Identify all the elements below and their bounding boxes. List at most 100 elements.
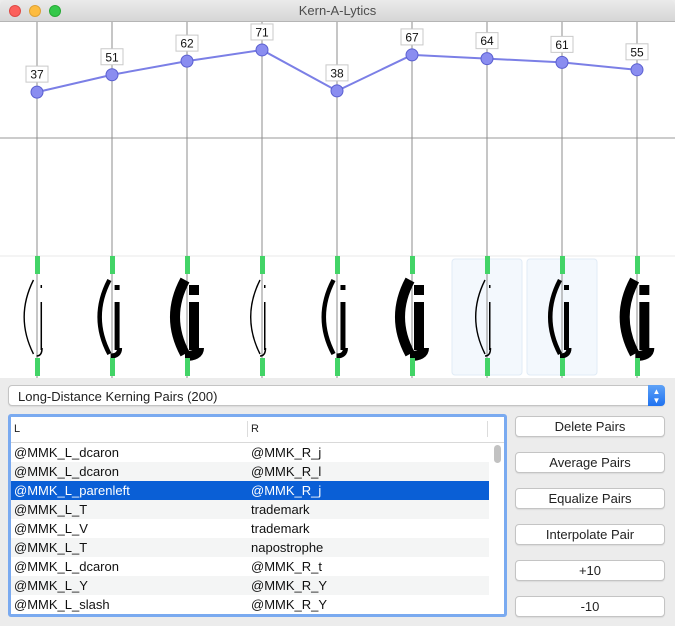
kern-value-point[interactable] <box>180 54 194 68</box>
column-header-right[interactable]: R <box>251 423 259 435</box>
pair-marker-top <box>185 256 190 274</box>
column-separator <box>247 421 248 437</box>
kern-value-label: 67 <box>405 30 419 44</box>
kern-value-label-box <box>400 28 424 46</box>
kern-value-point[interactable] <box>630 63 644 77</box>
title-bar: Kern-A-Lytics <box>0 0 675 22</box>
table-row[interactable]: @MMK_L_dcaron @MMK_R_t <box>11 557 489 576</box>
parenleft-glyph <box>548 278 562 356</box>
table-row[interactable]: @MMK_L_T trademark <box>11 500 489 519</box>
j-dot-glyph <box>114 285 120 290</box>
interpolate-pair-button[interactable]: Interpolate Pair <box>515 524 665 545</box>
pair-marker-bottom <box>185 358 190 376</box>
j-tail-glyph <box>336 347 348 359</box>
kern-value-label-box <box>175 34 199 52</box>
cell-left-group: @MMK_L_dcaron <box>14 464 119 479</box>
glyph-pair-preview <box>619 277 655 361</box>
pair-marker-bottom <box>110 358 115 376</box>
table-row[interactable]: @MMK_L_V trademark <box>11 519 489 538</box>
j-tail-glyph <box>259 347 267 357</box>
minimize-window-button[interactable] <box>29 5 41 17</box>
zoom-window-button[interactable] <box>49 5 61 17</box>
pair-marker-bottom <box>635 358 640 376</box>
j-stem-glyph <box>489 302 491 350</box>
parenleft-glyph <box>23 279 35 355</box>
cell-left-group: @MMK_L_dcaron <box>14 559 119 574</box>
j-tail-glyph <box>635 347 655 361</box>
cell-left-group: @MMK_L_parenleft <box>14 483 130 498</box>
glyph-pair-preview <box>170 277 204 361</box>
kern-value-point[interactable] <box>330 84 344 98</box>
table-row[interactable]: @MMK_L_Y @MMK_R_Y <box>11 576 489 595</box>
j-dot-glyph <box>189 285 199 295</box>
pair-marker-top <box>35 256 40 274</box>
j-dot-glyph <box>40 285 43 288</box>
table-row[interactable]: @MMK_L_dcaron @MMK_R_j <box>11 443 489 462</box>
j-stem-glyph <box>114 302 120 350</box>
plus-ten-button[interactable]: +10 <box>515 560 665 581</box>
delete-pairs-button[interactable]: Delete Pairs <box>515 416 665 437</box>
j-stem-glyph <box>340 302 346 350</box>
table-row[interactable]: @MMK_L_dcaron @MMK_R_l <box>11 462 489 481</box>
j-dot-glyph <box>489 285 491 288</box>
kern-value-label-group: 71 <box>250 23 274 41</box>
cell-left-group: @MMK_L_Y <box>14 578 88 593</box>
glyph-pair-preview <box>321 278 348 359</box>
kern-value-point[interactable] <box>105 68 119 82</box>
j-tail-glyph <box>559 347 572 359</box>
j-dot-glyph <box>414 285 424 295</box>
table-row[interactable]: @MMK_L_T napostrophe <box>11 538 489 557</box>
kern-value-point[interactable] <box>405 48 419 62</box>
kern-value-point[interactable] <box>555 55 569 69</box>
glyph-pair-preview <box>97 278 123 359</box>
kern-value-label: 64 <box>480 34 494 48</box>
parenleft-glyph <box>395 277 415 357</box>
parenleft-glyph <box>97 278 112 356</box>
kern-value-point[interactable] <box>30 85 44 99</box>
j-tail-glyph <box>184 347 204 361</box>
kern-value-label: 62 <box>180 37 194 51</box>
pair-set-popup[interactable]: Long-Distance Kerning Pairs (200) ▲ ▼ <box>8 385 665 406</box>
parenleft-glyph <box>170 277 190 357</box>
column-header-left[interactable]: L <box>14 423 21 435</box>
pair-marker-top <box>560 256 565 274</box>
equalize-pairs-button[interactable]: Equalize Pairs <box>515 488 665 509</box>
table-row[interactable]: @MMK_L_parenleft @MMK_R_j <box>11 481 489 500</box>
table-header: L R <box>11 417 504 443</box>
kern-value-label-group: 67 <box>400 28 424 46</box>
kern-value-label-box <box>25 65 49 83</box>
j-stem-glyph <box>564 302 569 350</box>
j-dot-glyph <box>340 285 346 290</box>
cell-right-group: trademark <box>251 502 310 517</box>
table-scrollbar-thumb[interactable] <box>494 445 501 463</box>
pair-marker-bottom <box>35 358 40 376</box>
cell-right-group: @MMK_R_j <box>251 483 322 498</box>
parenleft-glyph <box>321 278 336 356</box>
minus-ten-button[interactable]: -10 <box>515 596 665 617</box>
average-pairs-button[interactable]: Average Pairs <box>515 452 665 473</box>
j-stem-glyph <box>414 302 424 350</box>
pair-marker-bottom <box>410 358 415 376</box>
kerning-graph-canvas[interactable]: 37 51 62 71 38 67 64 61 55 <box>0 22 675 378</box>
pair-marker-top <box>110 256 115 274</box>
kern-value-point[interactable] <box>255 43 269 57</box>
kern-value-label: 38 <box>330 66 344 80</box>
kerning-pairs-table[interactable]: L R @MMK_L_dcaron @MMK_R_j @MMK_L_dcaron @M… <box>8 414 507 617</box>
kern-value-label-box <box>250 23 274 41</box>
kern-value-label: 55 <box>630 45 644 59</box>
kern-value-label-group: 62 <box>175 34 199 52</box>
pair-marker-top <box>260 256 265 274</box>
close-window-button[interactable] <box>9 5 21 17</box>
glyph-pair-preview <box>395 277 429 361</box>
popup-chevron-updown-icon[interactable]: ▲ ▼ <box>648 385 665 406</box>
table-row[interactable]: @MMK_L_slash @MMK_R_Y <box>11 595 489 614</box>
kerning-graph[interactable]: 37 51 62 71 38 67 64 61 55 <box>0 22 675 378</box>
parenleft-glyph <box>250 279 261 355</box>
cell-right-group: trademark <box>251 521 310 536</box>
glyph-pair-preview <box>548 278 572 359</box>
kern-value-label-group: 61 <box>550 35 574 53</box>
kern-value-point[interactable] <box>480 52 494 66</box>
parenleft-glyph <box>619 277 640 357</box>
parenleft-glyph <box>475 279 486 355</box>
